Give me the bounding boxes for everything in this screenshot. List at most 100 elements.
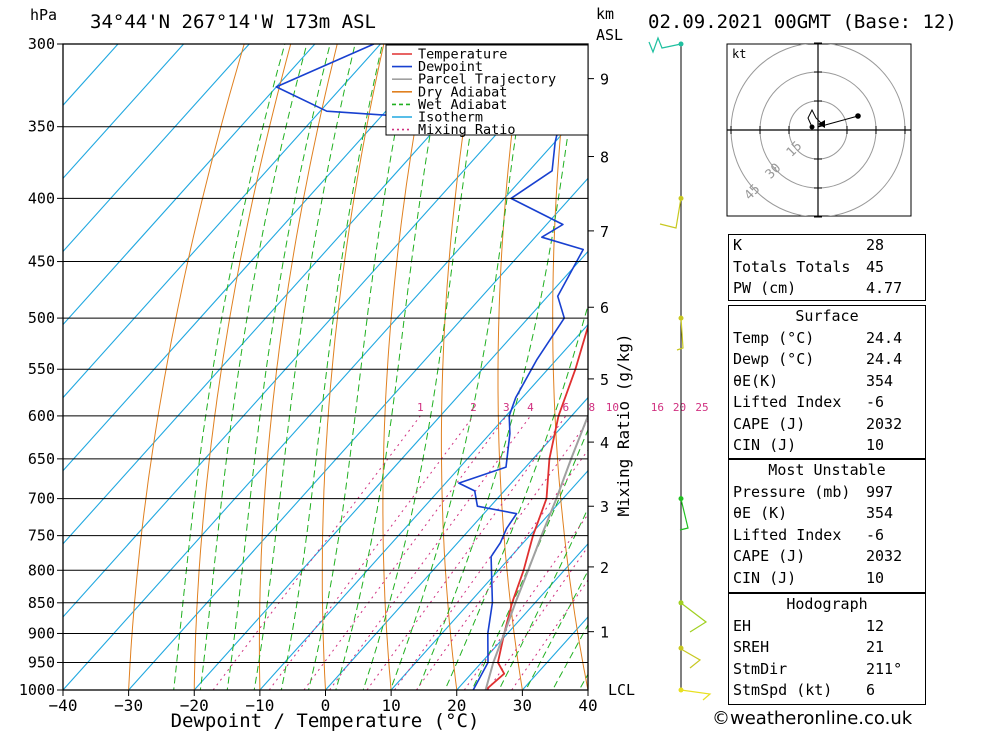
index-value: 45 xyxy=(866,257,885,276)
location-title: 34°44'N 267°14'W 173m ASL xyxy=(90,11,376,33)
km-tick-label: 4 xyxy=(600,434,609,452)
unstable-rows: Pressure (mb) 997 θE (K) 354 Lifted Index -6 C… xyxy=(729,482,925,590)
dry-adiabat-line xyxy=(258,44,338,690)
wind-level-dot xyxy=(678,496,684,502)
dry-adiabat-line xyxy=(941,26,1000,716)
legend-entry: Parcel Trajectory xyxy=(418,72,556,88)
hodograph-table: Hodograph EH 12 SREH 21 StmDir 211° StmSpd (kt… xyxy=(728,593,926,705)
index-value: 28 xyxy=(866,236,885,254)
unstable-value: 2032 xyxy=(866,547,903,565)
x-axis-title: Dewpoint / Temperature (°C) xyxy=(171,710,480,732)
index-value: 4.77 xyxy=(866,279,903,297)
hodograph-trace xyxy=(807,108,859,128)
hodograph-start-dot xyxy=(809,124,815,130)
isotherm-line xyxy=(63,104,588,690)
mixing-ratio-line xyxy=(487,545,588,690)
wet-adiabat-line xyxy=(335,44,447,690)
unstable-value: -6 xyxy=(866,525,885,544)
pressure-tick-label: 700 xyxy=(28,490,55,508)
surface-label: CIN (J) xyxy=(733,436,797,454)
unstable-label: Pressure (mb) xyxy=(733,482,851,501)
unstable-row: Lifted Index -6 xyxy=(729,525,925,547)
index-label: PW (cm) xyxy=(733,279,797,297)
hodograph-title: Hodograph xyxy=(786,595,868,613)
surface-row: CAPE (J) 2032 xyxy=(729,414,925,436)
mixing-ratio-label: 6 xyxy=(562,401,569,414)
wet-adiabat-line xyxy=(307,44,413,690)
wet-adiabat-line xyxy=(253,44,356,690)
index-row: PW (cm) 4.77 xyxy=(729,278,925,300)
mixing-ratio-line xyxy=(329,415,531,690)
wind-barb xyxy=(648,36,682,54)
index-label: Totals Totals xyxy=(733,257,851,276)
isotherm-line xyxy=(390,469,588,690)
hodograph-unit-label: kt xyxy=(732,47,746,61)
pressure-tick-label: 850 xyxy=(28,594,55,612)
mixing-ratio-label: 3 xyxy=(503,401,510,414)
km-tick-label: 7 xyxy=(600,223,609,241)
surface-value: 24.4 xyxy=(866,328,903,347)
dry-adiabat-line xyxy=(987,26,1000,716)
copyright-text: ©weatheronline.co.uk xyxy=(712,708,913,729)
x-tick-label: −10 xyxy=(245,696,274,715)
surface-title: Surface xyxy=(795,307,859,325)
most-unstable-title: Most Unstable xyxy=(768,461,886,479)
unstable-row: CIN (J) 10 xyxy=(729,568,925,590)
surface-label: θE(K) xyxy=(733,371,779,390)
wind-barb xyxy=(676,317,684,351)
wet-adiabat-line xyxy=(551,623,588,690)
surface-row: Dewp (°C) 24.4 xyxy=(729,349,925,371)
hodograph-label: StmDir xyxy=(733,659,788,678)
dry-adiabat-line xyxy=(657,26,726,716)
mixing-ratio-line xyxy=(268,415,474,690)
surface-label: Dewp (°C) xyxy=(733,350,815,368)
unstable-value: 354 xyxy=(866,504,894,522)
isotherm-line xyxy=(63,44,185,180)
hodograph-value: 211° xyxy=(866,659,903,678)
pressure-tick-label: 650 xyxy=(28,450,55,468)
mixing-ratio-line xyxy=(303,415,507,690)
x-tick-label: 30 xyxy=(513,696,532,715)
surface-row: Temp (°C) 24.4 xyxy=(729,328,925,350)
dry-adiabat-line xyxy=(193,44,292,690)
isotherm-line xyxy=(325,396,588,690)
pressure-tick-label: 300 xyxy=(28,35,55,53)
isotherm-line xyxy=(193,250,588,690)
km-tick-label: 1 xyxy=(600,624,609,642)
pressure-tick-label: 450 xyxy=(28,253,55,271)
mixing-ratio-label: 25 xyxy=(695,401,708,414)
isotherm-line xyxy=(63,44,381,399)
parcel-trajectory-line xyxy=(484,412,588,690)
unstable-label: θE (K) xyxy=(733,504,788,522)
hodograph-label: SREH xyxy=(733,638,770,656)
isotherm-line xyxy=(63,44,316,326)
hpa-unit-label: hPa xyxy=(30,6,57,24)
surface-value: 2032 xyxy=(866,414,903,433)
mixing-ratio-label: 20 xyxy=(673,401,686,414)
mixing-ratio-label: 8 xyxy=(588,401,595,414)
x-tick-label: 40 xyxy=(578,696,597,715)
most-unstable-table: Most Unstable Pressure (mb) 997 θE (K) 354 L… xyxy=(728,459,926,593)
wet-adiabat-line xyxy=(444,303,588,690)
temperature-line xyxy=(485,323,588,690)
index-label: K xyxy=(733,236,743,254)
x-tick-label: −40 xyxy=(49,696,78,715)
hodograph-value: 6 xyxy=(866,681,876,699)
isotherm-line xyxy=(128,177,588,690)
legend-box xyxy=(385,44,589,136)
legend-entry: Wet Adiabat xyxy=(418,97,507,113)
unstable-row: θE (K) 354 xyxy=(729,503,925,525)
mixing-ratio-label: 4 xyxy=(527,401,534,414)
surface-value: -6 xyxy=(866,393,885,411)
surface-table: Surface Temp (°C) 24.4 Dewp (°C) 24.4 θE(K) 3… xyxy=(728,305,926,459)
km-tick-label: 9 xyxy=(600,71,609,89)
isotherm-line xyxy=(63,44,578,618)
hodograph-end-dot xyxy=(855,113,861,119)
surface-value: 354 xyxy=(866,371,894,390)
dewpoint-line xyxy=(275,44,585,690)
km-tick-label: 5 xyxy=(600,371,609,389)
pressure-tick-label: 950 xyxy=(28,653,55,671)
pressure-tick-label: 750 xyxy=(28,527,55,545)
mixing-ratio-label: 2 xyxy=(470,401,477,414)
hodograph-row: StmDir 211° xyxy=(729,659,925,681)
